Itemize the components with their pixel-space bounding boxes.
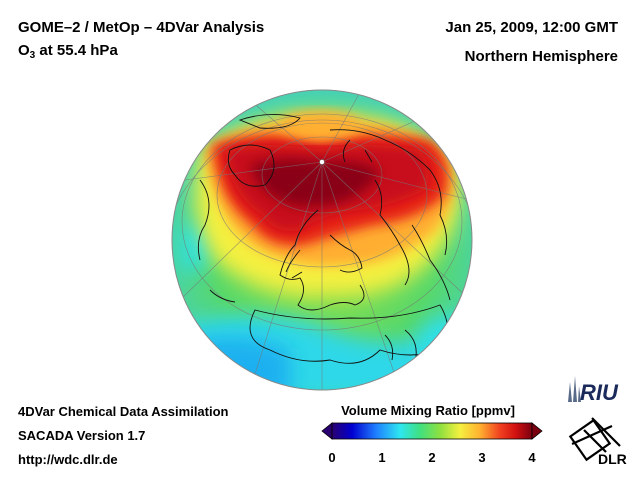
dlr-logo-text: DLR [598,451,627,467]
analysis-datetime: Jan 25, 2009, 12:00 GMT [445,19,618,36]
dlr-logo: DLR [568,417,627,467]
species-level: O3 at 55.4 hPa [18,42,118,65]
footer-assimilation-label: 4DVar Chemical Data Assimilation [18,404,229,419]
species-name: O [18,42,30,59]
analysis-title: GOME–2 / MetOp – 4DVar Analysis [18,19,265,36]
riu-logo: RIU [568,376,619,405]
colorbar-tick-1: 1 [378,450,385,465]
footer-version-label: SACADA Version 1.7 [18,428,146,443]
colorbar-tick-0: 0 [328,450,335,465]
colorbar-title: Volume Mixing Ratio [ppmv] [341,403,515,418]
ozone-field [172,90,472,390]
species-subscript: 3 [29,50,36,61]
pressure-level: at 55.4 hPa [39,42,118,59]
colorbar-gradient [331,422,533,440]
riu-logo-text: RIU [580,380,619,405]
colorbar-tick-4: 4 [528,450,536,465]
colorbar: Volume Mixing Ratio [ppmv] 0 1 2 3 4 [321,403,543,465]
colorbar-tick-3: 3 [478,450,485,465]
footer-url-label: http://wdc.dlr.de [18,452,118,467]
hemisphere-label: Northern Hemisphere [464,48,618,65]
colorbar-tick-2: 2 [428,450,435,465]
